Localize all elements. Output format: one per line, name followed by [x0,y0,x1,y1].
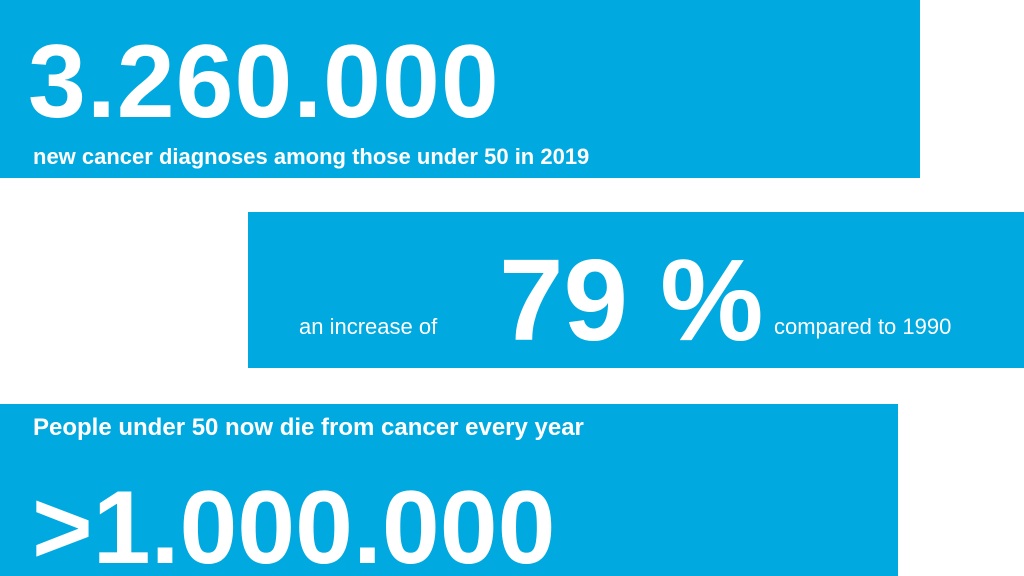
diagnoses-caption: new cancer diagnoses among those under 5… [33,144,590,169]
diagnoses-number: 3.260.000 [28,24,500,140]
stat-panel-increase: an increase of 79 % compared to 1990 [248,212,1024,368]
stat-panel-deaths: People under 50 now die from cancer ever… [0,404,898,576]
deaths-caption: People under 50 now die from cancer ever… [33,414,584,441]
deaths-number: >1.000.000 [32,470,556,576]
increase-suffix: compared to 1990 [774,314,952,339]
increase-percentage: 79 % [499,235,764,365]
increase-prefix: an increase of [299,314,438,339]
stat-panel-diagnoses: 3.260.000 new cancer diagnoses among tho… [0,0,920,178]
